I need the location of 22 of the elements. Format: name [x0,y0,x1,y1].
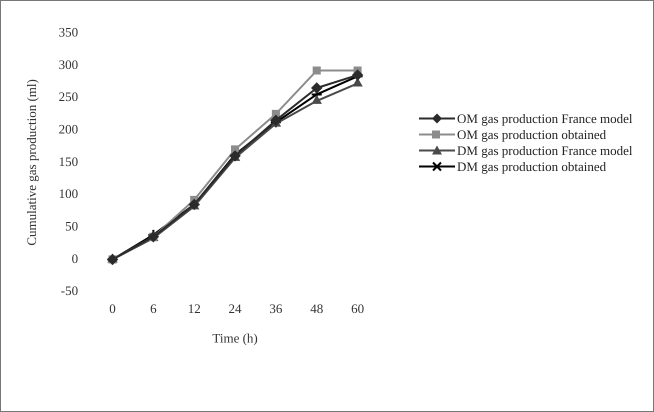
x-tick-label: 60 [351,301,364,316]
x-tick-label: 36 [269,301,283,316]
y-tick-label: 200 [58,121,78,136]
legend-label: DM gas production obtained [457,159,606,174]
y-tick-label: 100 [58,186,78,202]
x-axis-title: Time (h) [212,330,258,346]
y-tick-label: -50 [60,283,78,298]
legend-label: OM gas production France model [457,111,632,126]
y-tick-label: 150 [58,154,78,169]
x-tick-label: 48 [310,301,324,316]
y-axis-title: Cumulative gas production (ml) [24,79,40,246]
x-tick-label: 24 [228,301,242,316]
y-tick-label: 300 [58,56,78,72]
x-tick-label: 6 [150,301,158,316]
x-tick-label: 0 [109,301,116,316]
x-tick-label: 12 [188,301,201,316]
y-tick-label: 0 [72,250,78,266]
y-tick-label: 250 [58,89,78,104]
y-tick-label: 350 [58,24,78,40]
y-tick-label: 50 [65,218,78,234]
legend-label: DM gas production France model [457,143,632,158]
legend-label: OM gas production obtained [457,127,606,142]
